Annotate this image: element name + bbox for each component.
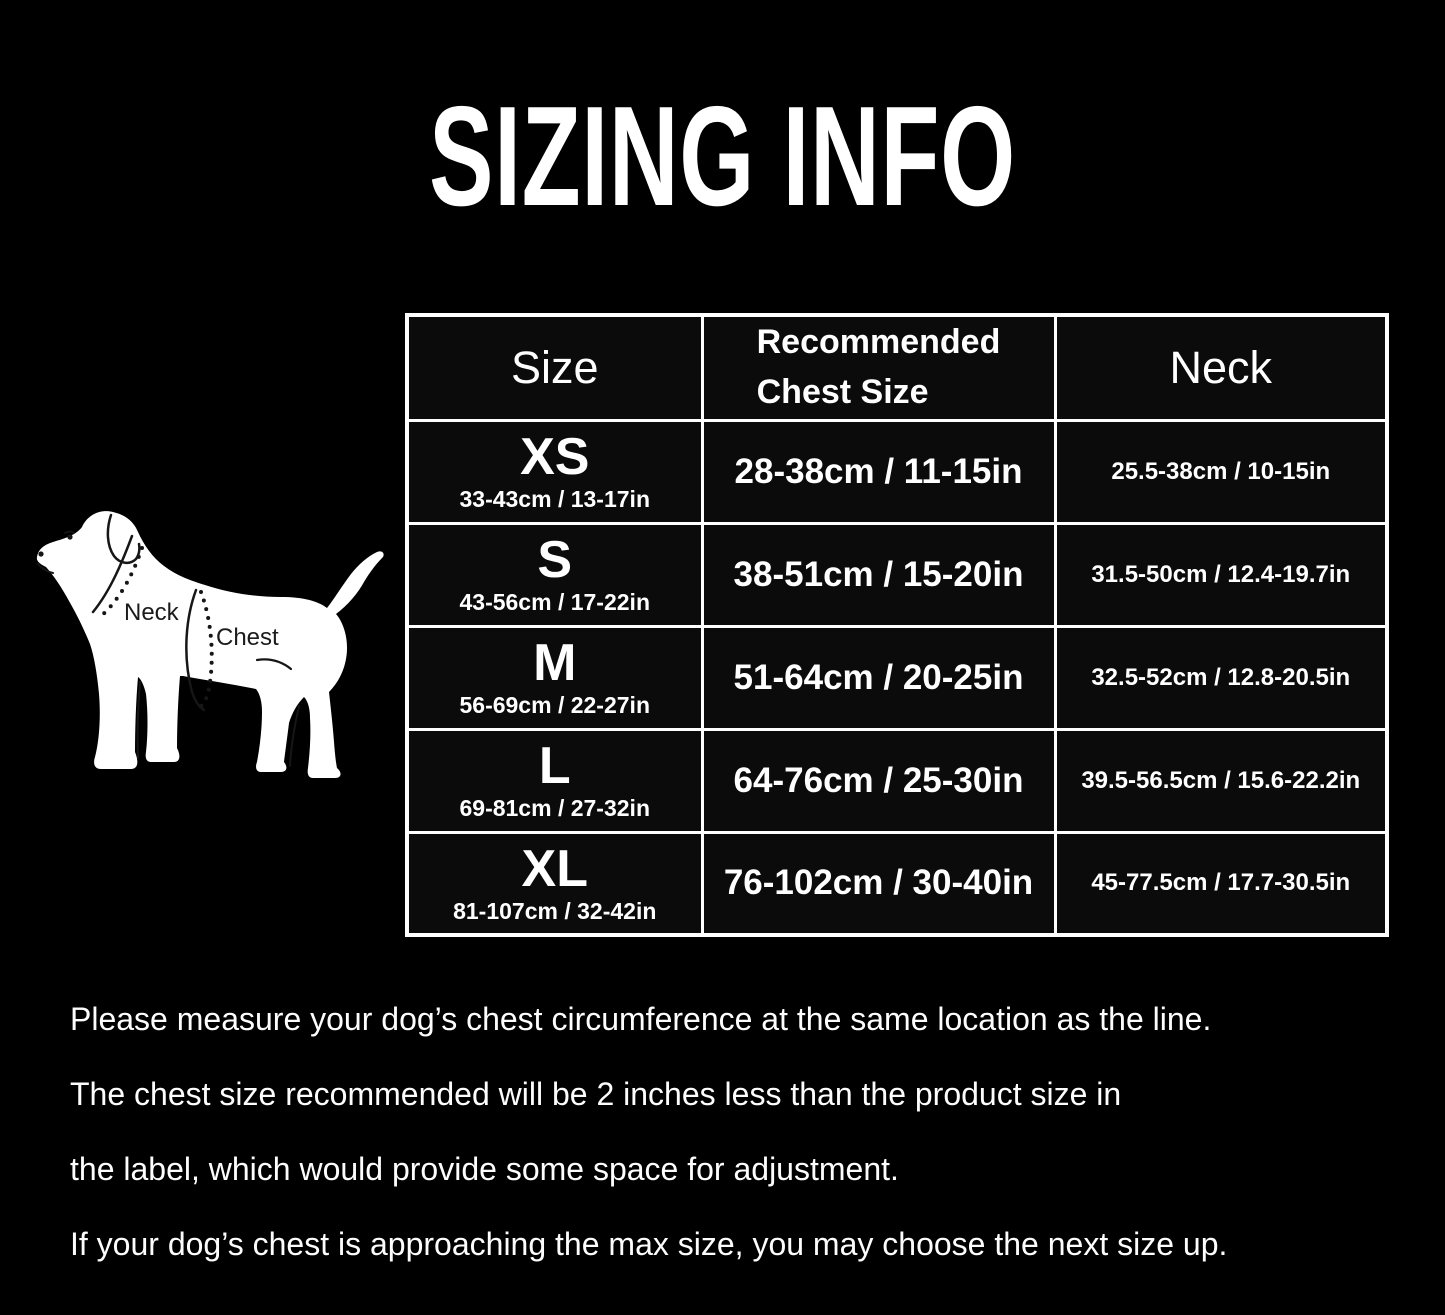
dog-measurement-diagram: Neck Chest [36,511,384,778]
table-row-l: L 69-81cm / 27-32in 64-76cm / 25-30in 39… [405,727,1389,834]
neck-label: Neck [124,599,180,626]
neck-cell: 32.5-52cm / 12.8-20.5in [1053,624,1389,731]
neck-cell: 31.5-50cm / 12.4-19.7in [1053,521,1389,628]
neck-dotted-line [97,546,144,620]
size-cell: S 43-56cm / 17-22in [405,521,704,628]
dog-ear-line [106,513,141,565]
page-title: SIZING INFO [429,77,1016,236]
chest-dotted-line [194,590,214,713]
neck-value: 31.5-50cm / 12.4-19.7in [1091,560,1351,588]
size-range: 33-43cm / 13-17in [459,485,650,512]
rear-leg-separation-line [289,705,300,767]
chest-cell: 38-51cm / 15-20in [700,521,1057,628]
dog-nostril [38,551,44,557]
size-range: 69-81cm / 27-32in [459,794,650,821]
size-cell: XS 33-43cm / 13-17in [405,418,704,525]
table-row-s: S 43-56cm / 17-22in 38-51cm / 15-20in 31… [405,521,1389,628]
size-range: 81-107cm / 32-42in [453,897,657,924]
chest-label: Chest [216,624,279,651]
table-row-xl: XL 81-107cm / 32-42in 76-102cm / 30-40in… [405,830,1389,937]
dog-eye [67,534,73,540]
measurement-notes: Please measure your dog’s chest circumfe… [70,982,1410,1282]
note-line-2: The chest size recommended will be 2 inc… [70,1076,1122,1112]
neck-value: 25.5-38cm / 10-15in [1111,457,1331,485]
chest-value: 38-51cm / 15-20in [733,554,1024,594]
thigh-muscle-line [255,658,293,671]
note-line-3: the label, which would provide some spac… [70,1151,899,1187]
neck-cell: 25.5-38cm / 10-15in [1053,418,1389,525]
size-range: 56-69cm / 22-27in [459,691,650,718]
front-leg-separation-line [136,681,141,759]
neck-value: 32.5-52cm / 12.8-20.5in [1091,663,1351,691]
table-row-m: M 56-69cm / 22-27in 51-64cm / 20-25in 32… [405,624,1389,731]
column-header-size: Size [405,313,704,422]
size-letter: XL [521,839,588,898]
neck-value: 45-77.5cm / 17.7-30.5in [1091,869,1351,897]
size-letter: M [533,634,577,693]
chest-header-label: Recommended Chest Size [757,318,1001,417]
chest-value: 76-102cm / 30-40in [723,863,1034,903]
chest-header-line1: Recommended [756,323,1001,362]
chest-solid-line [185,588,206,712]
size-cell: M 56-69cm / 22-27in [405,624,704,731]
chest-value: 28-38cm / 11-15in [734,451,1023,491]
sizing-table: Size Recommended Chest Size Neck XS 33-4… [405,313,1389,937]
chest-value: 64-76cm / 25-30in [733,760,1024,800]
neck-cell: 45-77.5cm / 17.7-30.5in [1053,830,1389,937]
neck-header-label: Neck [1169,341,1273,393]
size-cell: XL 81-107cm / 32-42in [405,830,704,937]
note-line-1: Please measure your dog’s chest circumfe… [70,1001,1212,1037]
chest-cell: 76-102cm / 30-40in [700,830,1057,937]
size-header-label: Size [510,341,599,393]
neck-cell: 39.5-56.5cm / 15.6-22.2in [1053,727,1389,834]
note-line-4: If your dog’s chest is approaching the m… [70,1226,1228,1262]
chest-cell: 64-76cm / 25-30in [700,727,1057,834]
table-row-xs: XS 33-43cm / 13-17in 28-38cm / 11-15in 2… [405,418,1389,525]
chest-value: 51-64cm / 20-25in [733,657,1024,697]
column-header-chest: Recommended Chest Size [700,313,1057,422]
column-header-neck: Neck [1053,313,1389,422]
size-range: 43-56cm / 17-22in [459,588,650,615]
chest-cell: 51-64cm / 20-25in [700,624,1057,731]
dog-eye-brow [64,530,75,534]
header: SIZING INFO [0,86,1445,228]
chest-cell: 28-38cm / 11-15in [700,418,1057,525]
chest-header-line2: Chest Size [756,372,929,411]
size-letter: XS [520,428,590,487]
size-cell: L 69-81cm / 27-32in [405,727,704,834]
neck-value: 39.5-56.5cm / 15.6-22.2in [1081,766,1361,794]
size-letter: S [537,531,573,590]
size-letter: L [538,737,571,796]
neck-solid-line [91,534,134,614]
table-header-row: Size Recommended Chest Size Neck [405,313,1389,422]
dog-mouth-line [37,563,54,574]
